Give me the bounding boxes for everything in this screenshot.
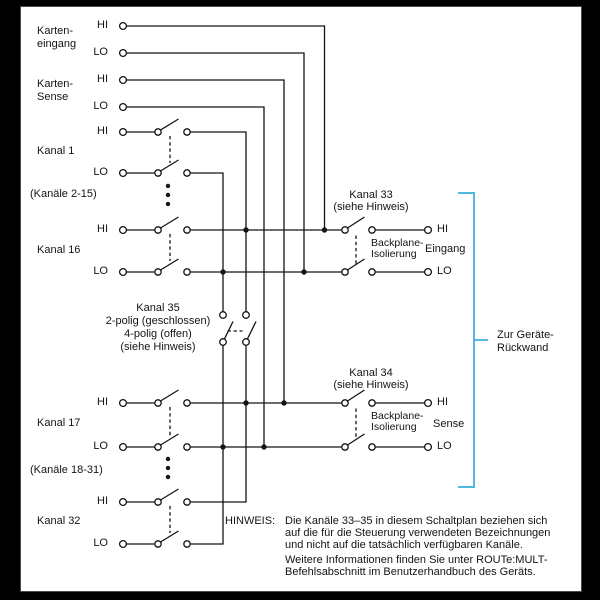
kanal1-lo-wire (126, 172, 224, 312)
hi-label: HI (97, 19, 108, 31)
label-backplane-isolierung-sense: Backplane- Isolierung (371, 410, 424, 433)
kanal32-lo-wire (126, 345, 224, 545)
kanal32-hi-wire (126, 345, 247, 503)
label-zur-geraete-rueckwand: Zur Geräte- Rückwand (497, 329, 554, 354)
hinweis-line: und nicht auf die tatsächlich verfügbare… (285, 539, 523, 551)
hinweis-line: Befehlsabschnitt im Benutzerhandbuch des… (285, 566, 536, 578)
label-kanaele-2-15: (Kanäle 2-15) (30, 188, 97, 200)
kanal34-switch (347, 389, 365, 446)
label-kanal-1: Kanal 1 (37, 145, 75, 157)
label-kanal-35: Kanal 35 2-polig (geschlossen) 4-polig (… (105, 302, 211, 353)
right-terminals (423, 225, 433, 452)
karten-eingang-lo-wire (126, 52, 305, 272)
kanal17-switch-blades (160, 389, 179, 446)
lo-label: LO (93, 265, 108, 277)
junction-dots (220, 227, 328, 450)
ellipsis-dots-lower (165, 456, 171, 480)
label-kanal-34: Kanal 34 (siehe Hinweis) (333, 367, 409, 391)
label-eingang: Eingang (425, 243, 466, 255)
hinweis-label: HINWEIS: (225, 515, 276, 527)
hi-label: HI (97, 495, 108, 507)
hi-label: HI (97, 223, 108, 235)
hinweis-line: auf die für die Steuerung verwendeten Be… (285, 527, 551, 539)
hi-label: HI (437, 396, 448, 408)
karten-sense-hi-wire (126, 79, 285, 403)
label-karten-eingang: Karten- eingang (37, 25, 77, 50)
kanal33-switch (347, 216, 365, 271)
diagram-panel (20, 6, 582, 592)
lo-label: LO (93, 440, 108, 452)
left-terminals (118, 21, 128, 549)
kanal16-switch-blades (160, 216, 179, 271)
rear-panel-bracket (458, 192, 488, 488)
label-kanal-32: Kanal 32 (37, 515, 81, 527)
lo-label: LO (437, 440, 452, 452)
lo-label: LO (93, 100, 108, 112)
label-kanal-17: Kanal 17 (37, 417, 81, 429)
hi-label: HI (97, 396, 108, 408)
hi-label: HI (437, 223, 448, 235)
hinweis-line: Die Kanäle 33–35 in diesem Schaltplan be… (285, 515, 548, 527)
lo-label: LO (437, 265, 452, 277)
label-kanaele-18-31: (Kanäle 18-31) (30, 464, 103, 476)
hi-label: HI (97, 73, 108, 85)
kanal35-switch (219, 311, 257, 346)
hinweis-line: Weitere Informationen finden Sie unter R… (285, 554, 548, 566)
karten-eingang-hi-wire (126, 25, 326, 230)
ellipsis-dots-upper (165, 183, 171, 207)
lo-label: LO (93, 537, 108, 549)
label-sense: Sense (433, 418, 465, 430)
hi-label: HI (97, 125, 108, 137)
label-kanal-16: Kanal 16 (37, 244, 81, 256)
lo-label: LO (93, 46, 108, 58)
label-karten-sense: Karten- Sense (37, 78, 74, 103)
label-backplane-isolierung-eingang: Backplane- Isolierung (371, 237, 424, 260)
kanal1-hi-wire (126, 131, 247, 312)
kanal32-switch-blades (160, 488, 179, 543)
karten-sense-lo-wire (126, 106, 265, 447)
lo-label: LO (93, 166, 108, 178)
label-kanal-33: Kanal 33 (siehe Hinweis) (333, 189, 409, 213)
switch-contacts (154, 128, 376, 548)
kanal1-switch-blades (160, 118, 179, 172)
